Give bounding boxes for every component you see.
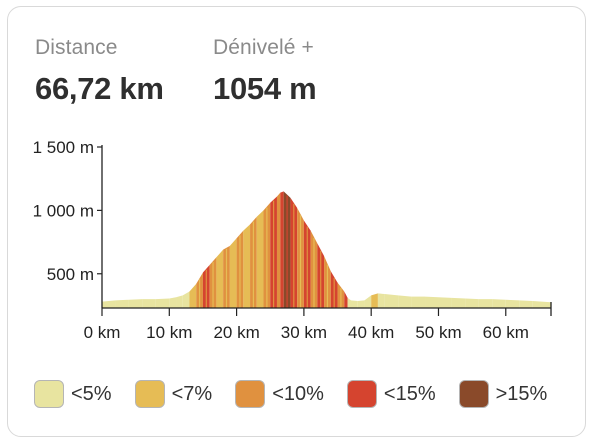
profile-segment bbox=[519, 300, 533, 308]
legend-item-lt5: <5% bbox=[34, 380, 112, 408]
x-tick-label: 10 km bbox=[146, 323, 192, 342]
profile-segment bbox=[350, 300, 358, 308]
distance-label: Distance bbox=[35, 36, 118, 59]
legend-item-lt7: <7% bbox=[134, 380, 213, 408]
profile-segment bbox=[532, 301, 551, 308]
elevation-gain-label: Dénivelé + bbox=[213, 36, 314, 59]
profile-segment bbox=[344, 291, 348, 308]
legend-swatch-gt15 bbox=[458, 380, 489, 408]
x-tick-label: 40 km bbox=[348, 323, 394, 342]
y-tick-label: 1 000 m bbox=[33, 201, 94, 220]
x-tick-label: 50 km bbox=[415, 323, 461, 342]
profile-segment bbox=[398, 295, 412, 308]
x-tick-label: 30 km bbox=[281, 323, 327, 342]
profile-segment bbox=[280, 191, 284, 308]
profile-segment bbox=[155, 298, 170, 308]
legend-item-lt10: <10% bbox=[235, 380, 324, 408]
x-tick-label: 60 km bbox=[483, 323, 529, 342]
x-tick-label: 20 km bbox=[213, 323, 259, 342]
grade-legend: <5% <7% <10% <15% >15% bbox=[34, 380, 570, 408]
profile-segment bbox=[243, 224, 251, 308]
profile-segment bbox=[425, 296, 439, 308]
profile-segment bbox=[256, 210, 264, 308]
profile-segment bbox=[465, 298, 479, 308]
profile-segment bbox=[229, 238, 237, 308]
profile-segment bbox=[347, 297, 351, 308]
profile-segment bbox=[371, 293, 378, 308]
legend-swatch-lt5 bbox=[34, 380, 64, 408]
profile-segment bbox=[128, 299, 143, 308]
profile-segment bbox=[189, 283, 197, 308]
profile-segment bbox=[142, 299, 156, 308]
profile-segment bbox=[276, 192, 281, 308]
legend-item-lt15: <15% bbox=[346, 380, 436, 408]
profile-segment bbox=[357, 300, 365, 308]
elevation-gain-value: 1054 m bbox=[213, 71, 317, 106]
profile-segment bbox=[505, 299, 520, 308]
profile-segment bbox=[169, 297, 177, 308]
profile-segment bbox=[478, 299, 493, 308]
x-tick-label: 0 km bbox=[84, 323, 121, 342]
profile-segment bbox=[451, 297, 466, 308]
legend-label-lt10: <10% bbox=[272, 382, 324, 405]
legend-item-gt15: >15% bbox=[458, 380, 548, 408]
profile-segment bbox=[364, 295, 372, 308]
distance-value: 66,72 km bbox=[35, 71, 164, 106]
legend-label-lt15: <15% bbox=[383, 382, 436, 405]
distance-stat: Distance 66,72 km bbox=[35, 36, 164, 107]
profile-segment bbox=[438, 297, 452, 308]
legend-swatch-lt7 bbox=[134, 380, 165, 408]
legend-swatch-lt15 bbox=[346, 380, 377, 408]
profile-segment bbox=[102, 300, 116, 308]
profile-segment bbox=[492, 299, 506, 308]
legend-label-lt7: <7% bbox=[171, 382, 213, 405]
profile-segment bbox=[176, 295, 183, 308]
y-tick-label: 500 m bbox=[47, 265, 94, 284]
profile-segment bbox=[384, 294, 399, 308]
profile-segment bbox=[115, 299, 129, 308]
profile-segment bbox=[411, 296, 426, 308]
y-tick-label: 1 500 m bbox=[33, 138, 94, 157]
profile-segment bbox=[377, 293, 385, 308]
legend-label-lt5: <5% bbox=[71, 382, 112, 405]
elevation-gain-stat: Dénivelé + 1054 m bbox=[213, 36, 317, 107]
profile-segment bbox=[216, 249, 224, 308]
legend-label-gt15: >15% bbox=[495, 382, 548, 405]
profile-segment bbox=[182, 291, 190, 308]
legend-swatch-lt10 bbox=[235, 380, 266, 408]
